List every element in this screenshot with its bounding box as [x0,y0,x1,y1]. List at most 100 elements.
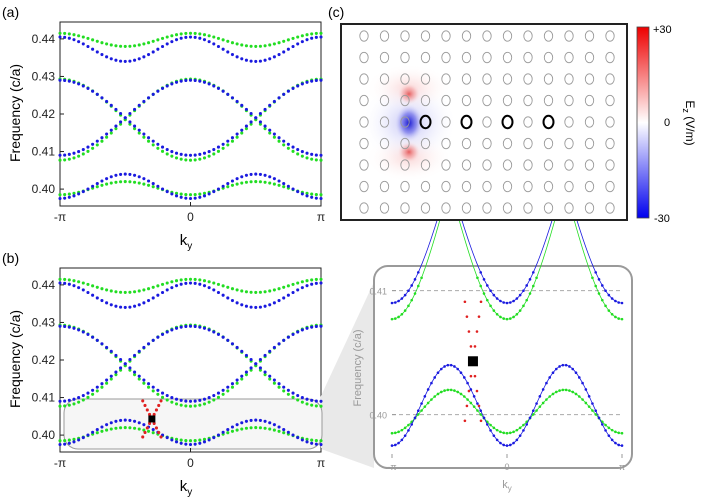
band-point-green [119,290,123,294]
band-point-green [170,154,174,158]
band-point-blue [263,173,267,177]
rod-lattice [359,30,615,214]
lattice-rod [461,180,472,193]
band-point-green [77,400,81,404]
band-point-green [81,35,85,39]
band-point-blue [221,430,225,434]
band-point-blue [137,349,141,353]
band-point-blue [67,325,71,329]
band-point-green [482,292,486,295]
band-point-green [476,409,479,412]
band-point-green [95,143,99,147]
band-point-blue [165,330,169,334]
band-point-blue [495,297,499,300]
band-point-blue [453,365,456,368]
lattice-rod [420,73,431,85]
lattice-rod [482,94,492,107]
lattice-rod [543,159,554,171]
band-point-blue [109,349,113,353]
band-point-blue [207,438,211,442]
band-point-blue [184,78,188,82]
band-point-green [137,131,141,135]
band-point-green [184,404,188,408]
defect-rod [542,114,555,130]
band-point-blue [216,187,221,191]
band-point-blue [272,55,276,59]
band-point-green [472,405,476,408]
band-point-green [305,437,309,441]
band-point-blue [128,358,132,362]
band-point-blue [268,349,272,353]
band-point-green [314,158,318,162]
band-point-green [221,392,225,396]
band-point-green [300,154,304,158]
band-point-green [277,287,281,291]
band-point-blue [188,196,193,201]
panel-a-label: (a) [2,4,19,20]
band-point-blue [614,299,617,303]
band-point-green [499,430,502,434]
lattice-rod [605,137,615,150]
band-point-green [310,438,314,442]
band-point-blue [272,301,276,305]
band-point-blue [202,151,207,155]
band-point-green [479,413,483,416]
band-point-green [114,426,118,430]
band-point-green [291,36,295,40]
band-point-green [226,431,230,435]
lattice-rod [564,73,574,85]
band-point-blue [226,428,230,432]
crossing-marker [148,415,156,423]
band-point-blue [114,107,118,111]
band-point-green [142,42,146,46]
band-point-blue [505,444,509,447]
band-point-blue [142,423,146,427]
band-point-green [165,152,169,156]
band-point-blue [170,396,174,400]
lattice-rod [523,180,533,193]
band-point-green [114,373,118,377]
band-point-green [109,427,113,431]
band-point-blue [610,297,614,300]
band-point-green [114,44,118,48]
band-point-green [212,152,216,156]
band-point-blue [319,153,323,157]
band-point-blue [230,136,234,140]
band-point-blue [296,288,300,292]
lattice-rod [584,73,595,85]
band-point-green [226,285,230,289]
band-point-blue [133,370,137,374]
band-point-green [142,288,146,292]
band-point-blue [240,175,244,179]
band-point-green [174,437,179,441]
band-point-green [221,284,225,288]
band-point-blue [254,362,258,366]
band-point-green [416,284,420,288]
band-point-green [610,312,614,316]
band-point-blue [91,184,95,188]
x-tick-label: -π [54,456,66,470]
lattice-rod [584,51,595,64]
band-point-blue [95,428,99,432]
band-point-blue [430,381,433,385]
band-point-green [254,426,258,430]
band-point-blue [221,184,225,188]
band-point-blue [492,293,496,297]
band-point-blue [147,52,151,57]
band-point-green [184,277,188,281]
crossing-point [463,419,467,423]
band-point-blue [522,289,525,293]
band-point-blue [151,385,155,389]
band-point-green [123,426,127,430]
band-point-blue [67,441,71,445]
band-point-blue [184,442,188,446]
x-tick-label: -π [387,462,396,472]
y-ticks-inset: 0.40 0.41 [369,287,396,421]
band-point-blue [86,332,90,336]
band-point-blue [137,103,141,107]
lattice-rod [420,202,431,214]
band-point-blue [128,59,132,63]
band-point-green [216,395,221,399]
lattice-rod [502,159,513,171]
band-point-blue [170,286,174,290]
